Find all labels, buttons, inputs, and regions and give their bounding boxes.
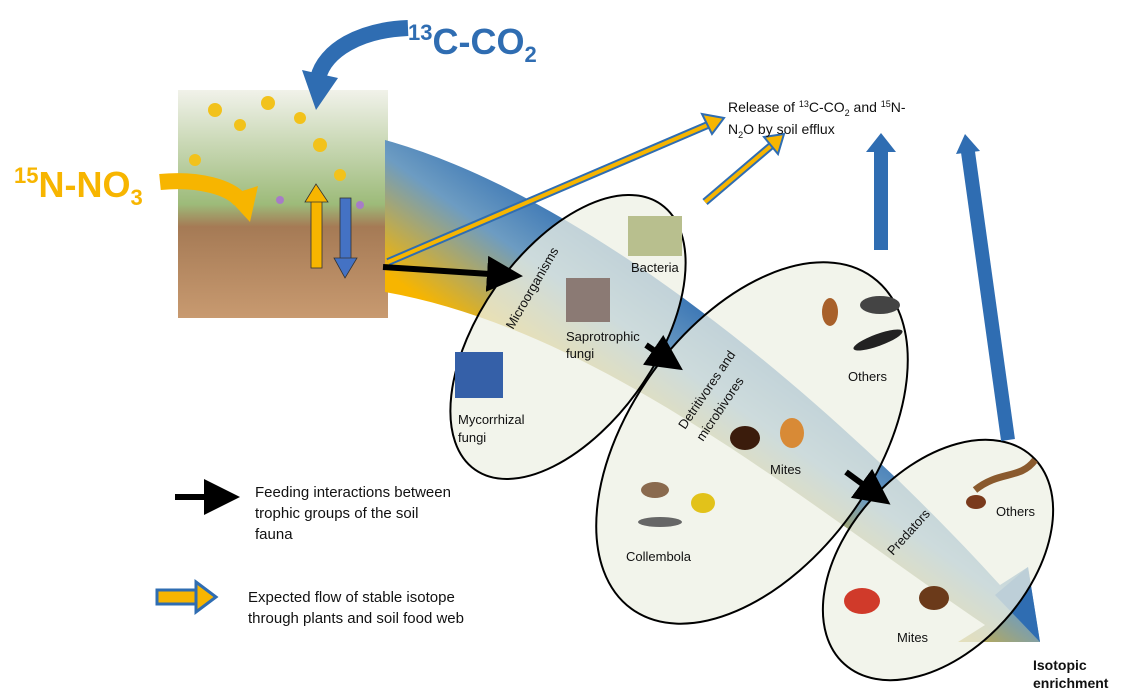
efflux-arrows <box>386 112 1015 441</box>
legend-text: Feeding interactions between <box>255 484 451 501</box>
superscript: 13 <box>799 99 809 109</box>
plant-exchange-arrows <box>304 183 358 279</box>
text: N <box>728 121 738 137</box>
member-label: Saprotrophic <box>566 329 640 344</box>
no3-arrow-head <box>226 186 258 222</box>
efflux-label-line2: N2O by soil efflux <box>728 121 835 140</box>
no3-label: 15N-NO3 <box>14 163 143 210</box>
superscript: 15 <box>881 99 891 109</box>
formula: C-CO <box>432 21 524 62</box>
plant-soil-image <box>178 90 388 318</box>
member-label: Mites <box>770 462 802 477</box>
co2-arrow <box>310 20 409 81</box>
feeding-arrows <box>175 255 891 515</box>
superscript: 15 <box>14 163 38 188</box>
subscript: 2 <box>524 42 536 67</box>
member-label: Mites <box>897 630 929 645</box>
member-label: fungi <box>458 430 486 445</box>
legend-flow-arrow <box>155 579 219 615</box>
text: and <box>850 99 881 115</box>
subscript: 2 <box>845 108 850 118</box>
legend-text: fauna <box>255 526 293 543</box>
member-label: Bacteria <box>631 260 679 275</box>
enrichment-label: Isotopic <box>1033 657 1087 673</box>
legend-text: through plants and soil food web <box>248 610 464 627</box>
co2-label: 13C-CO2 <box>408 20 537 67</box>
flowers <box>189 96 364 209</box>
text: N- <box>891 99 906 115</box>
formula: N-NO <box>38 164 130 205</box>
text: Release of <box>728 99 799 115</box>
efflux-label: Release of 13C-CO2 and 15N- <box>728 99 906 118</box>
member-label: Mycorrhizal <box>458 412 525 427</box>
member-label: Others <box>996 504 1036 519</box>
text: O by soil efflux <box>743 121 835 137</box>
superscript: 13 <box>408 20 432 45</box>
enrichment-label: enrichment <box>1033 675 1109 691</box>
member-label: fungi <box>566 346 594 361</box>
organism-images <box>455 216 1038 614</box>
subscript: 3 <box>130 185 142 210</box>
member-label: Others <box>848 369 888 384</box>
subscript: 2 <box>738 130 743 140</box>
legend-text: trophic groups of the soil <box>255 505 418 522</box>
member-label: Collembola <box>626 549 692 564</box>
co2-arrow-head <box>302 70 338 110</box>
text: C-CO <box>809 99 845 115</box>
legend-text: Expected flow of stable isotope <box>248 589 455 606</box>
